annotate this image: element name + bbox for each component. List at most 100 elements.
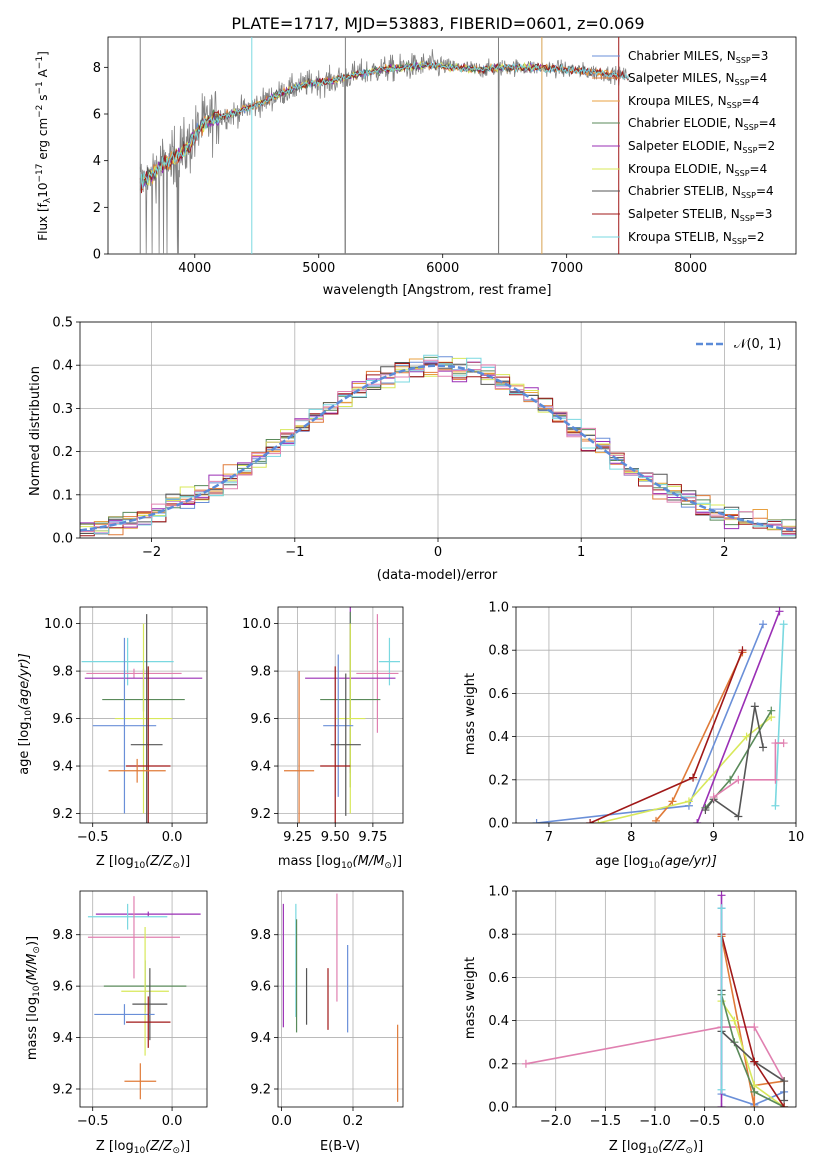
- x-tick-label: −1.0: [639, 1114, 671, 1129]
- x-tick-label: −2.0: [540, 1114, 572, 1129]
- x-tick-label: 1: [577, 545, 585, 560]
- error-bars: [282, 893, 399, 1102]
- age-weight-x-axis-label: age [log10(age/yr)]: [595, 854, 717, 871]
- svg-text:Kroupa MILES, NSSP=4: Kroupa MILES, NSSP=4: [628, 94, 759, 110]
- normal-curve: [80, 364, 796, 532]
- svg-text:Kroupa ELODIE, NSSP=4: Kroupa ELODIE, NSSP=4: [628, 162, 767, 178]
- spectrum-lines: [139, 37, 630, 254]
- weight-marker: [779, 620, 788, 629]
- y-tick-label: 0.4: [52, 359, 73, 374]
- weight-line-chabrier-elodie: [720, 994, 785, 1107]
- z-age-panel: −0.5 0.09.29.49.69.810.0 Z [log10(Z/Z⊙)] …: [17, 606, 208, 871]
- z-age-x-axis-label: Z [log10(Z/Z⊙)]: [96, 854, 190, 871]
- x-tick-label: −2: [142, 545, 161, 560]
- y-tick-label: 0.2: [52, 445, 73, 460]
- x-tick-label: 0: [434, 545, 442, 560]
- x-tick-label: −0.5: [77, 1114, 109, 1129]
- svg-text:Kroupa STELIB, NSSP=2: Kroupa STELIB, NSSP=2: [628, 230, 765, 246]
- error-bar-point: [87, 896, 181, 979]
- error-bar-point: [95, 911, 201, 917]
- y-tick-label: 0.5: [52, 316, 73, 331]
- z-mass-x-axis-label: Z [log10(Z/Z⊙)]: [96, 1139, 190, 1156]
- weight-marker: [717, 1103, 726, 1107]
- y-tick-label: 9.8: [52, 665, 73, 680]
- y-tick-label: 0.6: [488, 971, 509, 986]
- weight-marker: [701, 806, 710, 815]
- weight-marker: [717, 904, 726, 913]
- weight-marker: [521, 1059, 530, 1068]
- z-weight-panel: −2.0 −1.5 −1.0 −0.5 0.0 0.0 0.2 0.4 0.6 0.8 1.0 Z …: [463, 885, 797, 1156]
- y-tick-label: 2: [93, 201, 101, 216]
- weight-line-pink: [525, 1026, 785, 1082]
- error-bar-point: [356, 614, 399, 733]
- y-tick-label: 9.6: [250, 712, 271, 727]
- x-tick-label: 2: [720, 545, 728, 560]
- legend-entry: Salpeter STELIB, NSSP=3: [592, 207, 772, 223]
- error-bar-point: [92, 637, 157, 814]
- age-weight-panel: 7 8 9 10 0.0 0.2 0.4 0.6 0.8 1.0 age [log10(age/y…: [463, 601, 804, 872]
- y-tick-label: 9.4: [250, 1031, 271, 1046]
- z-weight-plot-area: −2.0 −1.5 −1.0 −0.5 0.0 0.0 0.2 0.4 0.6 0.8 1.0: [488, 885, 797, 1129]
- error-bars: [284, 607, 400, 823]
- x-tick-label: 10: [788, 830, 805, 845]
- ebv-mass-panel: 0.0 0.2 9.2 9.4 9.6 9.8 E(B-V): [250, 890, 404, 1154]
- spectrum-y-axis-label: Flux [fλ10−17 erg cm−2 s−1 A−1]: [35, 51, 53, 241]
- legend-entry: Kroupa MILES, NSSP=4: [592, 94, 759, 110]
- svg-text:Chabrier STELIB, NSSP=4: Chabrier STELIB, NSSP=4: [628, 184, 774, 200]
- y-tick-label: 0.2: [488, 773, 509, 788]
- error-bar-point: [378, 637, 400, 686]
- x-tick-label: 5000: [302, 261, 335, 276]
- mass-age-x-axis-label: mass [log10(M/M⊙)]: [278, 854, 402, 871]
- y-tick-label: 0.0: [488, 817, 509, 832]
- z-mass-plot-area: −0.5 0.0 9.2 9.4 9.6 9.8: [52, 890, 208, 1129]
- plot-frame: [79, 606, 208, 824]
- svg-text:Chabrier MILES, NSSP=3: Chabrier MILES, NSSP=3: [628, 49, 768, 65]
- age-weight-y-axis-label: mass weight: [463, 673, 478, 755]
- y-tick-label: 9.2: [250, 807, 271, 822]
- y-tick-label: 4: [93, 154, 101, 169]
- y-tick-label: 0.0: [488, 1101, 509, 1116]
- weight-marker: [771, 775, 780, 784]
- weight-marker: [750, 1057, 759, 1066]
- x-tick-label: 0.0: [162, 830, 183, 845]
- y-tick-label: 6: [93, 108, 101, 123]
- x-tick-label: 6000: [426, 261, 459, 276]
- weight-marker: [775, 607, 784, 616]
- x-tick-label: 4000: [178, 261, 211, 276]
- residuals-plot-area: −2 −1 0 1 2 0.0 0.1 0.2 0.3 0.4 0.5: [52, 316, 797, 560]
- weight-marker: [594, 819, 603, 823]
- weight-line-salpeter-elodie: [696, 611, 781, 823]
- y-tick-label: 0.2: [488, 1057, 509, 1072]
- weight-marker: [759, 743, 768, 752]
- z-weight-x-axis-label: Z [log10(Z/Z⊙)]: [609, 1139, 703, 1156]
- z-weight-y-axis-label: mass weight: [463, 957, 478, 1039]
- figure-title: PLATE=1717, MJD=53883, FIBERID=0601, z=0…: [231, 14, 644, 33]
- x-tick-label: 9.25: [283, 830, 312, 845]
- weight-marker: [750, 1087, 759, 1096]
- weight-marker: [750, 702, 759, 711]
- weight-line-kroupa-stelib: [774, 624, 785, 806]
- y-tick-label: 9.8: [52, 928, 73, 943]
- mass-age-panel: 9.25 9.50 9.75 9.2 9.4 9.6 9.8 10.0 mass [log10…: [242, 606, 404, 871]
- y-tick-label: 8: [93, 61, 101, 76]
- weight-marker: [742, 732, 751, 741]
- legend-entry: Kroupa STELIB, NSSP=2: [592, 230, 765, 246]
- error-bar-point: [86, 668, 182, 679]
- residuals-y-axis-label: Normed distribution: [28, 366, 43, 496]
- x-tick-label: 8: [627, 830, 635, 845]
- weight-marker: [738, 646, 747, 655]
- plot-frame: [277, 890, 404, 1108]
- weight-marker: [717, 1085, 726, 1094]
- plot-frame: [107, 36, 797, 255]
- error-bar-point: [130, 614, 163, 823]
- spectrum-plot-area: 4000 5000 6000 7000 8000 0 2 4 6 8: [93, 36, 797, 276]
- error-bar-point: [114, 623, 173, 814]
- weight-lines: [532, 607, 788, 823]
- weight-line-chabrier-miles: [536, 623, 764, 823]
- weight-marker: [730, 1016, 739, 1025]
- y-tick-label: 1.0: [488, 601, 509, 616]
- y-tick-label: 10.0: [44, 617, 73, 632]
- x-tick-label: −1: [285, 545, 304, 560]
- y-tick-label: 0.0: [52, 532, 73, 547]
